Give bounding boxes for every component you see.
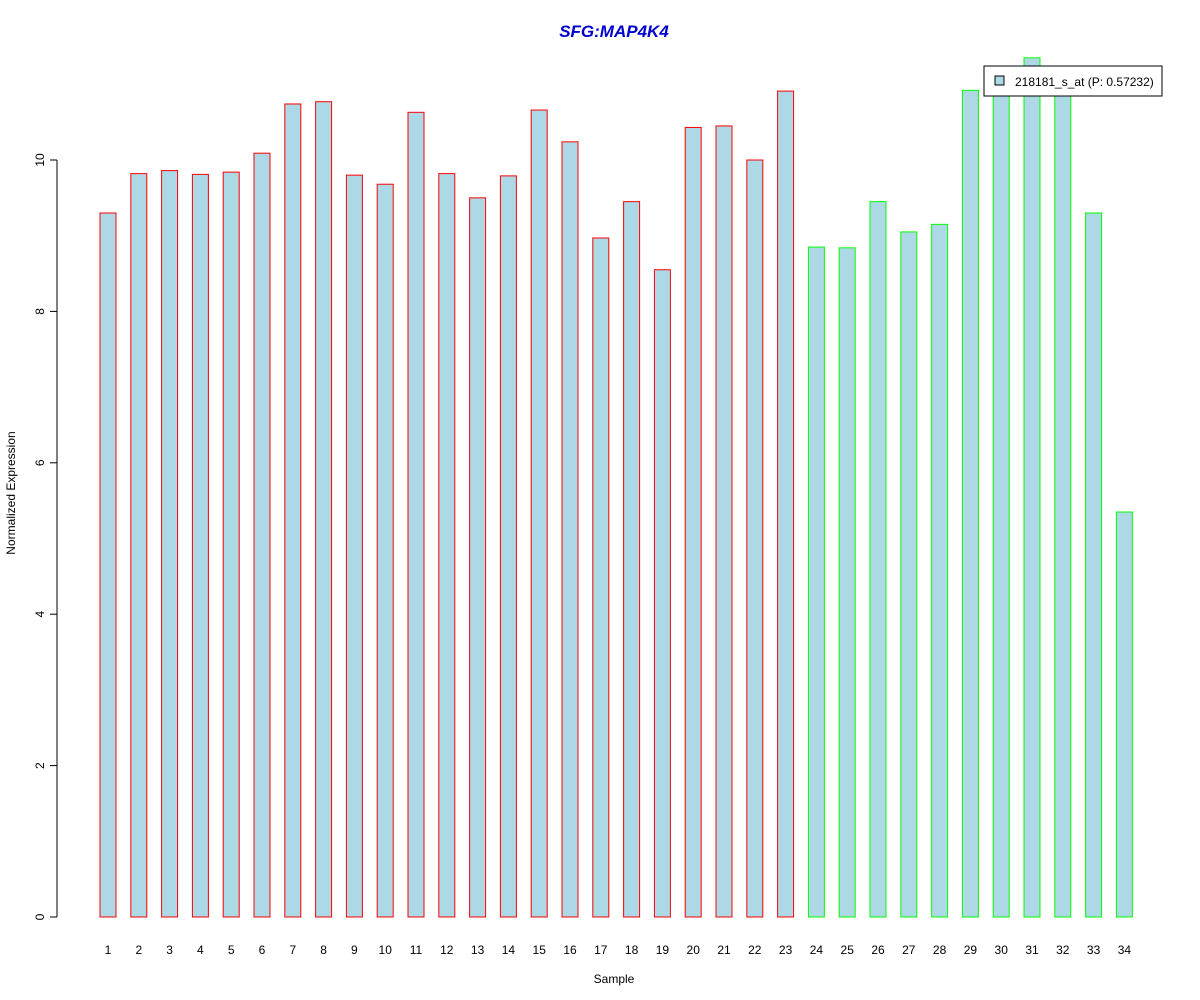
x-tick-label: 23 [779, 943, 793, 957]
bar-sample-5 [222, 171, 240, 918]
x-tick-label: 27 [902, 943, 916, 957]
bar-sample-22 [746, 159, 764, 918]
bar-sample-9 [345, 174, 363, 918]
bar-sample-27 [900, 231, 918, 918]
x-tick-label: 21 [717, 943, 731, 957]
bar-sample-33 [1085, 212, 1103, 918]
y-tick-label: 10 [33, 153, 47, 167]
x-tick-label: 30 [995, 943, 1009, 957]
bar-sample-31 [1023, 57, 1041, 918]
y-tick-label: 8 [33, 308, 47, 315]
bar-sample-30 [992, 89, 1010, 918]
x-tick-label: 8 [320, 943, 327, 957]
legend: 218181_s_at (P: 0.57232) [983, 65, 1163, 97]
x-tick-label: 32 [1056, 943, 1070, 957]
x-tick-label: 34 [1118, 943, 1132, 957]
bar-sample-23 [777, 90, 795, 918]
bar-sample-20 [684, 126, 702, 918]
x-tick-label: 18 [625, 943, 639, 957]
bar-sample-17 [592, 237, 610, 918]
x-tick-label: 6 [259, 943, 266, 957]
x-tick-label: 29 [964, 943, 978, 957]
chart-title: SFG:MAP4K4 [559, 22, 669, 41]
y-axis: 0 2 4 6 8 10 [33, 153, 58, 920]
x-tick-label: 24 [810, 943, 824, 957]
x-tick-label: 26 [871, 943, 885, 957]
x-tick-label: 33 [1087, 943, 1101, 957]
bar-sample-6 [253, 152, 271, 918]
x-tick-label: 31 [1025, 943, 1039, 957]
y-axis-label: Normalized Expression [4, 431, 18, 554]
bar-sample-26 [869, 201, 887, 918]
y-tick-label: 4 [33, 611, 47, 618]
x-tick-label: 12 [440, 943, 454, 957]
x-tick-label: 11 [410, 943, 423, 957]
bar-sample-10 [376, 183, 394, 918]
y-tick-label: 0 [33, 913, 47, 920]
bar-sample-7 [284, 103, 302, 918]
x-tick-label: 2 [135, 943, 142, 957]
bar-sample-2 [130, 173, 148, 918]
bar-sample-4 [191, 173, 209, 918]
bar-sample-14 [499, 175, 517, 918]
legend-swatch [994, 75, 1005, 86]
x-tick-label: 28 [933, 943, 947, 957]
bars-group [99, 57, 1133, 918]
x-tick-label: 17 [594, 943, 608, 957]
x-axis-label: Sample [594, 972, 635, 986]
x-tick-label: 15 [533, 943, 547, 957]
bar-sample-13 [469, 197, 487, 918]
bar-sample-18 [623, 201, 641, 918]
legend-label: 218181_s_at (P: 0.57232) [1015, 75, 1154, 89]
bar-sample-16 [561, 141, 579, 918]
bar-sample-34 [1115, 511, 1133, 918]
x-tick-label: 25 [841, 943, 855, 957]
x-tick-label: 22 [748, 943, 762, 957]
x-tick-label: 16 [563, 943, 577, 957]
legend-box [983, 65, 1163, 97]
y-tick-label: 6 [33, 459, 47, 466]
x-tick-label: 13 [471, 943, 485, 957]
x-tick-label: 5 [228, 943, 235, 957]
y-tick-label: 2 [33, 762, 47, 769]
bar-sample-15 [530, 109, 548, 918]
bar-sample-24 [807, 246, 825, 918]
bar-sample-32 [1054, 89, 1072, 918]
x-tick-label: 10 [379, 943, 393, 957]
bar-sample-12 [438, 173, 456, 918]
x-tick-label: 9 [351, 943, 358, 957]
bar-sample-28 [931, 223, 949, 918]
x-tick-label: 3 [166, 943, 173, 957]
bar-sample-29 [961, 89, 979, 918]
bar-sample-25 [838, 247, 856, 918]
bar-sample-8 [315, 101, 333, 918]
bar-sample-1 [99, 212, 117, 918]
x-tick-label: 4 [197, 943, 204, 957]
bar-sample-11 [407, 111, 425, 918]
x-tick-label: 20 [687, 943, 701, 957]
x-tick-label: 1 [105, 943, 112, 957]
bar-sample-19 [653, 269, 671, 918]
bar-sample-3 [161, 170, 179, 918]
x-tick-label: 19 [656, 943, 670, 957]
x-tick-labels: 1 2 3 4 5 6 7 8 9 10 11 12 13 14 15 16 17 18 19 20 21 22 23 24 2… [105, 943, 1132, 957]
x-tick-label: 14 [502, 943, 516, 957]
bar-sample-21 [715, 125, 733, 918]
x-tick-label: 7 [289, 943, 296, 957]
